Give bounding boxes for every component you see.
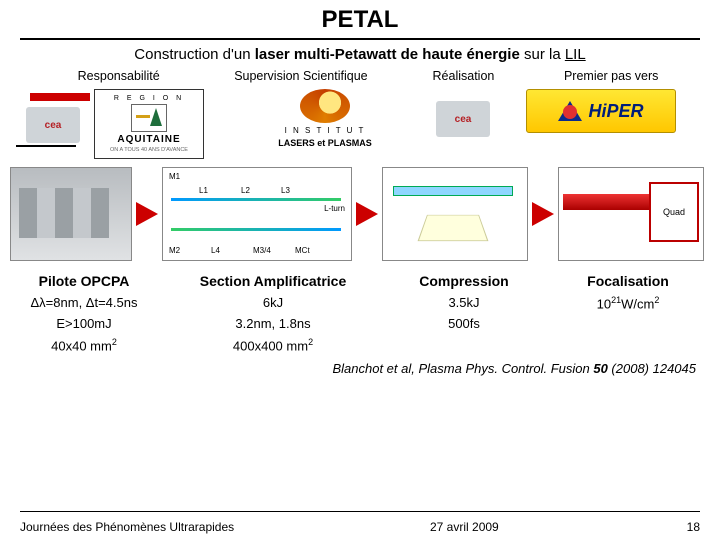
cite-authors: Blanchot et al, Plasma Phys. Control. Fu… <box>332 361 593 376</box>
lbl-l4: L4 <box>211 246 220 255</box>
sidebar-block: cea <box>14 89 86 143</box>
hiper-cone-icon <box>558 99 582 123</box>
ilp-line2: LASERS et PLASMAS <box>278 138 372 148</box>
lbl-mct: MCt <box>295 246 310 255</box>
hdr-realisation: Réalisation <box>394 69 532 83</box>
subtitle: Construction d'un laser multi-Petawatt d… <box>0 40 720 69</box>
header-row: Responsabilité Supervision Scientifique … <box>0 69 720 83</box>
ilp-line1: I N S T I T U T <box>285 126 366 135</box>
c4-head: Focalisation <box>544 273 712 289</box>
lbl-m34: M3/4 <box>253 246 271 255</box>
c3-head: Compression <box>384 273 544 289</box>
subtitle-bold: laser multi-Petawatt de haute énergie <box>255 46 520 63</box>
footer-right: 18 <box>687 520 700 534</box>
cea-logo2-icon: cea <box>436 101 490 137</box>
hdr-supervision: Supervision Scientifique <box>207 69 394 83</box>
focal-diagram-icon: Quad <box>558 167 704 261</box>
page-title: PETAL <box>0 0 720 38</box>
col-focal: Focalisation 1021W/cm2 <box>544 273 712 353</box>
subtitle-underline: LIL <box>565 46 586 63</box>
c4-r1: 1021W/cm2 <box>544 295 712 311</box>
ilp-swirl-icon <box>300 89 350 123</box>
footer-center: 27 avril 2009 <box>430 520 499 534</box>
c1-head: Pilote OPCPA <box>6 273 162 289</box>
logos-row: cea R E G I O N AQUITAINE ON A TOUS 40 A… <box>0 83 720 159</box>
c3-r2: 500fs <box>384 316 544 331</box>
data-columns: Pilote OPCPA Δλ=8nm, Δt=4.5ns E>100mJ 40… <box>0 265 720 353</box>
lbl-l1: L1 <box>199 186 208 195</box>
lbl-l2: L2 <box>241 186 250 195</box>
col-comp: Compression 3.5kJ 500fs <box>384 273 544 353</box>
col-amp: Section Amplificatrice 6kJ 3.2nm, 1.8ns … <box>162 273 384 353</box>
c2-head: Section Amplificatrice <box>162 273 384 289</box>
aquitaine-region: R E G I O N <box>114 95 184 102</box>
cite-vol: 50 <box>593 361 607 376</box>
c1-r1: Δλ=8nm, Δt=4.5ns <box>6 295 162 310</box>
c1-r3: 40x40 mm2 <box>6 337 162 353</box>
subtitle-suffix: sur la <box>520 46 565 63</box>
lbl-m1: M1 <box>169 172 180 181</box>
compression-diagram-icon <box>382 167 528 261</box>
arrow-icon <box>136 202 158 226</box>
hiper-text: HiPER <box>588 101 643 122</box>
red-tab-icon <box>30 93 90 101</box>
opcpa-photo-icon <box>10 167 132 261</box>
subtitle-prefix: Construction d'un <box>134 46 254 63</box>
hiper-logo-icon: HiPER <box>526 89 676 133</box>
arrow2-icon <box>356 202 378 226</box>
hdr-premier: Premier pas vers <box>532 69 690 83</box>
c1-r2: E>100mJ <box>6 316 162 331</box>
citation: Blanchot et al, Plasma Phys. Control. Fu… <box>0 353 720 380</box>
c2-r2: 3.2nm, 1.8ns <box>162 316 384 331</box>
ilp-logo-icon: I N S T I T U T LASERS et PLASMAS <box>250 89 400 148</box>
aquitaine-name: AQUITAINE <box>117 134 180 145</box>
c2-r3: 400x400 mm2 <box>162 337 384 353</box>
footer-left: Journées des Phénomènes Ultrarapides <box>20 520 234 534</box>
lbl-lturn: L-turn <box>324 204 345 213</box>
c3-r1: 3.5kJ <box>384 295 544 310</box>
lbl-m2: M2 <box>169 246 180 255</box>
aquitaine-logo-icon: R E G I O N AQUITAINE ON A TOUS 40 ANS D… <box>94 89 204 159</box>
cea-logo-icon: cea <box>26 107 80 143</box>
aquitaine-symbol-icon <box>131 104 167 132</box>
c2-r1: 6kJ <box>162 295 384 310</box>
footer-rule <box>20 511 700 513</box>
amplifier-diagram-icon: M1 L1 L2 L3 L-turn M2 L4 M3/4 MCt <box>162 167 352 261</box>
col-opcpa: Pilote OPCPA Δλ=8nm, Δt=4.5ns E>100mJ 40… <box>6 273 162 353</box>
schematic-row: M1 L1 L2 L3 L-turn M2 L4 M3/4 MCt Quad <box>0 159 720 265</box>
lbl-l3: L3 <box>281 186 290 195</box>
hdr-responsabilite: Responsabilité <box>30 69 207 83</box>
footer: Journées des Phénomènes Ultrarapides 27 … <box>0 520 720 534</box>
cite-rest: (2008) 124045 <box>608 361 696 376</box>
arrow3-icon <box>532 202 554 226</box>
quad-box: Quad <box>649 182 699 242</box>
sidebar-rule <box>16 145 76 147</box>
aquitaine-tag: ON A TOUS 40 ANS D'AVANCE <box>110 147 188 153</box>
